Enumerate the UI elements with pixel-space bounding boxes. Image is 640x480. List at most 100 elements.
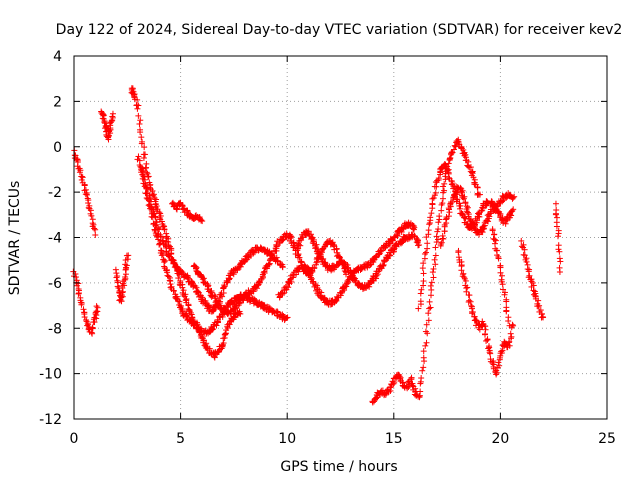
data-point bbox=[439, 195, 446, 202]
x-tick-label: 20 bbox=[491, 431, 509, 447]
data-point bbox=[137, 117, 144, 124]
x-axis-label: GPS time / hours bbox=[280, 459, 397, 475]
data-point bbox=[429, 269, 436, 276]
data-point bbox=[165, 273, 172, 280]
data-point bbox=[427, 304, 434, 311]
gridlines bbox=[74, 56, 607, 419]
data-point bbox=[134, 96, 141, 103]
series-arc-2 bbox=[70, 268, 101, 337]
series-arc-17 bbox=[518, 237, 547, 321]
data-point bbox=[283, 314, 290, 321]
data-point bbox=[518, 243, 525, 250]
data-point bbox=[426, 221, 433, 228]
series-arc-4 bbox=[112, 252, 132, 305]
data-point bbox=[143, 169, 150, 176]
data-point bbox=[137, 129, 144, 136]
data-points bbox=[70, 85, 564, 406]
data-point bbox=[237, 310, 244, 317]
data-point bbox=[91, 225, 98, 232]
data-point bbox=[72, 152, 79, 159]
data-point bbox=[432, 252, 439, 259]
data-point bbox=[213, 322, 220, 329]
y-tick-label: -12 bbox=[39, 412, 62, 428]
data-point bbox=[420, 354, 427, 361]
data-point bbox=[88, 329, 95, 336]
data-point bbox=[438, 207, 445, 214]
data-point bbox=[135, 112, 142, 119]
data-point bbox=[424, 245, 431, 252]
data-point bbox=[462, 199, 469, 206]
data-point bbox=[432, 244, 439, 251]
data-point bbox=[151, 195, 158, 202]
y-tick-label: 4 bbox=[53, 49, 62, 65]
data-point bbox=[182, 291, 189, 298]
data-point bbox=[78, 301, 85, 308]
data-point bbox=[125, 252, 132, 259]
data-point bbox=[417, 290, 424, 297]
data-point bbox=[136, 120, 143, 127]
plot-frame bbox=[73, 55, 608, 420]
data-point bbox=[141, 176, 148, 183]
data-point bbox=[182, 297, 189, 304]
y-tick-label: -8 bbox=[48, 321, 62, 337]
data-point bbox=[74, 282, 81, 289]
data-point bbox=[83, 191, 90, 198]
data-point bbox=[554, 233, 561, 240]
data-point bbox=[122, 274, 129, 281]
data-point bbox=[209, 326, 216, 333]
data-point bbox=[424, 240, 431, 247]
data-point bbox=[420, 278, 427, 285]
data-point bbox=[507, 330, 514, 337]
y-tick-label: -4 bbox=[48, 231, 62, 247]
data-point bbox=[134, 105, 141, 112]
data-point bbox=[466, 292, 473, 299]
x-tick-label: 15 bbox=[385, 431, 403, 447]
data-point bbox=[224, 279, 231, 286]
data-point bbox=[434, 236, 441, 243]
data-point bbox=[92, 309, 99, 316]
data-point bbox=[422, 342, 429, 349]
data-point bbox=[555, 230, 562, 237]
data-point bbox=[156, 209, 163, 216]
data-point bbox=[83, 317, 90, 324]
data-point bbox=[163, 248, 170, 255]
data-point bbox=[119, 280, 126, 287]
data-point bbox=[139, 168, 146, 175]
data-point bbox=[82, 191, 89, 198]
data-point bbox=[138, 140, 145, 147]
data-point bbox=[179, 284, 186, 291]
data-point bbox=[226, 275, 233, 282]
y-tick-label: -6 bbox=[48, 276, 62, 292]
data-point bbox=[162, 242, 169, 249]
data-point bbox=[221, 283, 228, 290]
data-point bbox=[145, 186, 152, 193]
data-point bbox=[159, 251, 166, 258]
data-point bbox=[435, 219, 442, 226]
data-point bbox=[119, 288, 126, 295]
y-tick-label: 0 bbox=[53, 140, 62, 156]
series-arc-12 bbox=[369, 136, 484, 406]
data-point bbox=[230, 314, 237, 321]
data-point bbox=[420, 364, 427, 371]
data-point bbox=[415, 305, 422, 312]
data-point bbox=[78, 176, 85, 183]
data-point bbox=[75, 290, 82, 297]
data-point bbox=[211, 354, 218, 361]
y-tick-label: -2 bbox=[48, 185, 62, 201]
data-point bbox=[156, 241, 163, 248]
data-point bbox=[81, 314, 88, 321]
data-point bbox=[428, 210, 435, 217]
data-point bbox=[433, 233, 440, 240]
data-point bbox=[441, 180, 448, 187]
data-point bbox=[420, 270, 427, 277]
data-point bbox=[135, 153, 142, 160]
data-point bbox=[166, 277, 173, 284]
data-point bbox=[425, 310, 432, 317]
data-point bbox=[92, 232, 99, 239]
data-point bbox=[80, 306, 87, 313]
data-point bbox=[487, 350, 494, 357]
data-point bbox=[552, 211, 559, 218]
data-point bbox=[142, 151, 149, 158]
data-point bbox=[484, 336, 491, 343]
